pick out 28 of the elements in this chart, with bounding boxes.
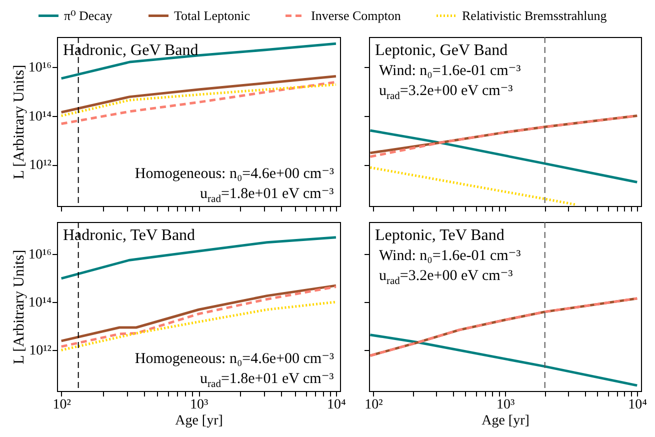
chart-title: Leptonic, TeV Band: [375, 227, 504, 244]
legend-label: Inverse Compton: [311, 8, 402, 23]
x-tick-label: 10⁴: [327, 398, 346, 412]
chart-title: Hadronic, TeV Band: [63, 227, 196, 244]
legend-label: π⁰ Decay: [64, 8, 113, 23]
y-axis-title: L [Arbitrary Units]: [11, 64, 28, 180]
y-tick-label: 10¹⁴: [28, 295, 52, 310]
legend-label: Total Leptonic: [174, 8, 250, 23]
x-tick-label: 10²: [52, 398, 71, 412]
y-tick-label: 10¹⁴: [28, 109, 52, 124]
x-tick-label: 10³: [190, 398, 208, 412]
y-tick-label: 10¹⁶: [28, 247, 52, 262]
y-tick-label: 10¹⁶: [28, 60, 52, 76]
y-axis-title: L [Arbitrary Units]: [11, 250, 28, 364]
y-tick-label: 10¹²: [29, 158, 52, 174]
x-tick-label: 10³: [496, 398, 515, 412]
x-axis-title: Age [yr]: [482, 414, 530, 428]
annotation: Wind: n₀=1.6e-01 cm⁻³: [379, 248, 522, 264]
x-tick-label: 10²: [364, 398, 383, 412]
annotation: Homogeneous: n₀=4.6e+00 cm⁻³: [134, 351, 335, 367]
chart-title: Hadronic, GeV Band: [63, 42, 198, 59]
legend-label: Relativistic Bremsstrahlung: [462, 8, 608, 23]
x-axis-title: Age [yr]: [175, 414, 223, 428]
x-tick-label: 10⁴: [628, 398, 648, 412]
y-tick-label: 10¹²: [29, 344, 52, 359]
annotation: Wind: n₀=1.6e-01 cm⁻³: [379, 63, 522, 79]
annotation: Homogeneous: n₀=4.6e+00 cm⁻³: [134, 166, 335, 182]
chart-title: Leptonic, GeV Band: [375, 42, 508, 59]
